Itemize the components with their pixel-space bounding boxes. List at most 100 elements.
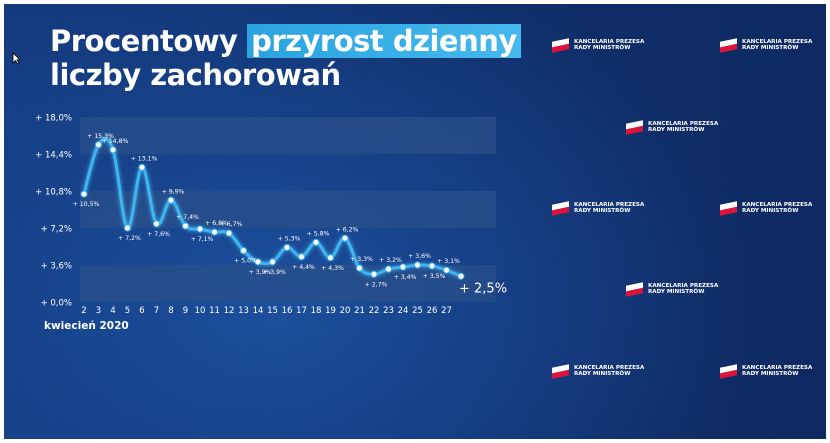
data-label: + 3,3%	[350, 256, 373, 263]
x-axis-label: kwiecień 2020	[44, 320, 129, 332]
y-tick-label: + 3,6%	[41, 262, 72, 272]
y-tick-label: + 18,0%	[35, 114, 72, 124]
x-tick-label: 7	[154, 306, 159, 316]
data-label: + 6,2%	[336, 226, 359, 233]
x-tick-label: 25	[412, 306, 423, 316]
data-label: + 3,6%	[408, 253, 431, 260]
data-point	[342, 235, 348, 241]
logo-text: KANCELARIA PREZESA RADY MINISTRÓW	[742, 365, 812, 378]
x-tick-label: 3	[96, 306, 101, 316]
x-tick-label: 8	[168, 306, 173, 316]
data-label: + 5,8%	[307, 230, 330, 237]
x-tick-label: 27	[441, 306, 452, 316]
data-point	[183, 223, 189, 229]
data-label: + 3,4%	[394, 274, 417, 281]
data-point	[458, 273, 464, 279]
flag-icon	[626, 282, 643, 297]
data-label: + 5,3%	[278, 236, 301, 243]
kprm-logo: KANCELARIA PREZESA RADY MINISTRÓW	[626, 283, 718, 296]
data-point	[212, 229, 218, 235]
data-point	[139, 164, 145, 170]
flag-icon	[720, 201, 737, 216]
data-point	[313, 239, 319, 245]
data-label: + 3,2%	[379, 257, 402, 264]
logo-text: KANCELARIA PREZESA RADY MINISTRÓW	[574, 39, 644, 52]
data-label: + 10,5%	[73, 201, 100, 208]
data-point	[284, 245, 290, 251]
chart-band-2	[80, 191, 496, 228]
flag-icon	[626, 120, 643, 135]
x-tick-label: 26	[427, 306, 438, 316]
x-tick-label: 11	[209, 306, 220, 316]
kprm-logo: KANCELARIA PREZESA RADY MINISTRÓW	[552, 202, 644, 215]
x-tick-label: 19	[325, 306, 336, 316]
kprm-logo: KANCELARIA PREZESA RADY MINISTRÓW	[552, 365, 644, 378]
data-point	[110, 147, 116, 153]
data-label: + 2,7%	[365, 281, 388, 288]
y-tick-label: + 10,8%	[35, 188, 72, 198]
x-tick-label: 16	[282, 306, 293, 316]
data-label: + 6,7%	[220, 221, 243, 228]
data-label: + 9,9%	[162, 188, 185, 195]
y-tick-label: + 0,0%	[41, 299, 72, 309]
x-tick-label: 15	[267, 306, 278, 316]
data-label: + 4,3%	[321, 265, 344, 272]
flag-icon	[720, 364, 737, 379]
mouse-cursor-icon	[12, 52, 21, 65]
x-tick-label: 20	[340, 306, 351, 316]
logo-text: KANCELARIA PREZESA RADY MINISTRÓW	[574, 365, 644, 378]
kprm-logo: KANCELARIA PREZESA RADY MINISTRÓW	[720, 365, 812, 378]
data-point	[226, 230, 232, 236]
flag-icon	[720, 38, 737, 53]
y-tick-label: + 7,2%	[41, 225, 72, 235]
x-tick-label: 14	[253, 306, 264, 316]
logo-text: KANCELARIA PREZESA RADY MINISTRÓW	[742, 39, 812, 52]
data-label: + 3,1%	[437, 258, 460, 265]
logo-text: KANCELARIA PREZESA RADY MINISTRÓW	[574, 202, 644, 215]
kprm-logo: KANCELARIA PREZESA RADY MINISTRÓW	[552, 39, 644, 52]
data-point	[429, 263, 435, 269]
data-label: + 3,9%	[263, 269, 286, 276]
x-axis-ticks: 2 3 4 5 6 7 8 9 10 11 12 13 14 15 16 17 18 19 20 21 22 23 24 25…	[81, 306, 452, 316]
data-label: + 13,1%	[131, 155, 158, 162]
data-label: + 7,4%	[176, 214, 199, 221]
data-point	[168, 197, 174, 203]
x-tick-label: 24	[398, 306, 409, 316]
y-tick-label: + 14,4%	[35, 151, 72, 161]
kprm-logo: KANCELARIA PREZESA RADY MINISTRÓW	[626, 121, 718, 134]
data-point	[328, 255, 334, 261]
slide-frame: Procentowy przyrost dzienny liczby zacho…	[4, 4, 826, 439]
logo-text: KANCELARIA PREZESA RADY MINISTRÓW	[648, 283, 718, 296]
data-point	[299, 254, 305, 260]
logo-text: KANCELARIA PREZESA RADY MINISTRÓW	[648, 121, 718, 134]
data-label-final: + 2,5%	[459, 281, 507, 296]
x-tick-label: 6	[139, 306, 144, 316]
x-tick-label: 21	[354, 306, 365, 316]
data-point	[125, 225, 131, 231]
data-label: + 3,5%	[423, 273, 446, 280]
flag-icon	[552, 364, 569, 379]
x-tick-label: 23	[383, 306, 394, 316]
data-label: + 7,6%	[147, 231, 170, 238]
data-point	[371, 271, 377, 277]
x-tick-label: 12	[224, 306, 235, 316]
line-chart: + 0,0%+ 3,6%+ 7,2%+ 10,8%+ 14,4%+ 18,0% …	[4, 4, 826, 439]
data-label: + 7,1%	[191, 236, 214, 243]
data-point	[154, 221, 160, 227]
data-point	[241, 248, 247, 254]
flag-icon	[552, 201, 569, 216]
logo-text: KANCELARIA PREZESA RADY MINISTRÓW	[742, 202, 812, 215]
data-label: + 7,2%	[118, 235, 141, 242]
x-tick-label: 13	[238, 306, 249, 316]
x-tick-label: 17	[296, 306, 307, 316]
x-tick-label: 10	[195, 306, 206, 316]
data-point	[270, 259, 276, 265]
data-label: + 14,8%	[102, 138, 129, 145]
kprm-logo: KANCELARIA PREZESA RADY MINISTRÓW	[720, 39, 812, 52]
x-tick-label: 18	[311, 306, 322, 316]
x-tick-label: 5	[125, 306, 130, 316]
x-tick-label: 9	[183, 306, 188, 316]
data-point	[357, 265, 363, 271]
data-point	[96, 142, 102, 148]
kprm-logo: KANCELARIA PREZESA RADY MINISTRÓW	[720, 202, 812, 215]
